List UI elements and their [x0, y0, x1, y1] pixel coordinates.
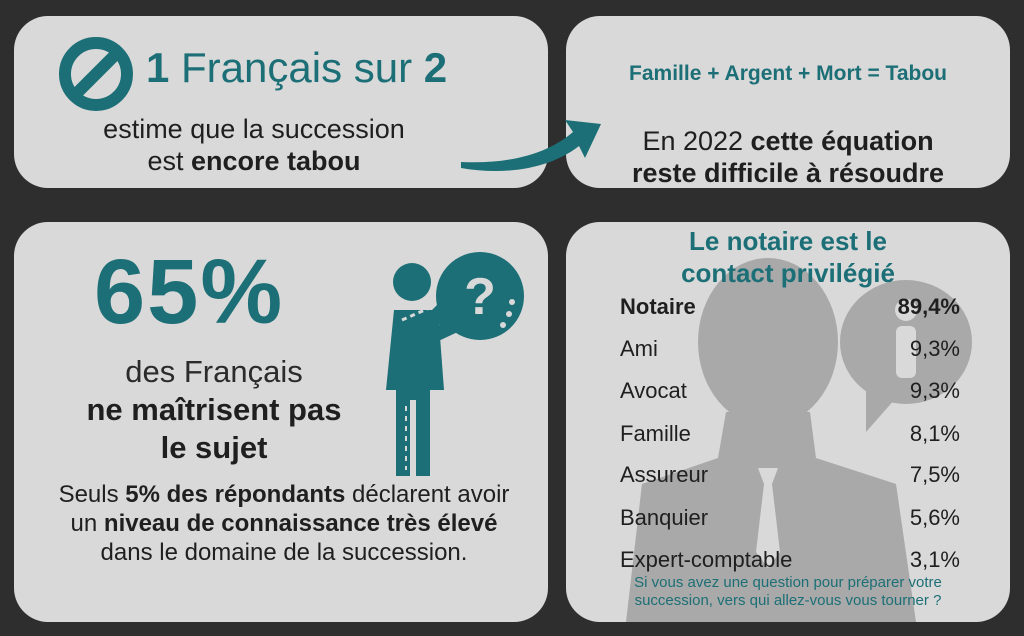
headline-sub-line1: estime que la succession: [103, 114, 405, 144]
ranking-label: Banquier: [620, 505, 709, 530]
ranking-label: Assureur: [620, 462, 709, 487]
equation-text: Famille + Argent + Mort = Tabou: [629, 62, 947, 85]
percent-sub-line2: ne maîtrisent pas: [86, 392, 342, 427]
ranking-title-line2: contact privilégié: [681, 258, 895, 288]
ranking-label: Expert-comptable: [620, 547, 793, 572]
svg-text:?: ?: [464, 268, 496, 326]
ranking-row: Banquier 5,6%: [620, 505, 960, 531]
percent-sub-line3: le sujet: [160, 430, 268, 465]
card-contact-ranking: Le notaire est le contact privilégié Not…: [566, 222, 1010, 622]
equation-line1: En 2022 cette équation: [642, 126, 934, 156]
businessman-info-silhouette-icon: [626, 258, 972, 622]
ranking-value: 9,3%: [909, 336, 960, 361]
ranking-row: Ami 9,3%: [620, 336, 960, 362]
headline: 1 Français sur 2: [146, 44, 448, 91]
ranking-row: Notaire 89,4%: [620, 294, 960, 320]
big-percent: 65%: [94, 241, 285, 343]
ranking-row: Expert-comptable 3,1%: [620, 547, 960, 573]
ranking-value: 89,4%: [897, 294, 960, 319]
ranking-title-line1: Le notaire est le: [689, 226, 887, 256]
ranking-label: Ami: [620, 336, 658, 361]
ranking-value: 3,1%: [909, 547, 960, 572]
person-question-icon: ?: [386, 252, 524, 476]
detail-paragraph: Seuls 5% des répondants déclarent avoir …: [58, 481, 510, 566]
ranking-row: Famille 8,1%: [620, 421, 960, 447]
curved-arrow-icon: [461, 120, 601, 172]
ranking-label: Avocat: [620, 378, 687, 403]
no-entry-icon: [59, 37, 133, 111]
ranking-value: 7,5%: [909, 462, 960, 487]
survey-question: Si vous avez une question pour préparer …: [634, 574, 942, 609]
card-tabou-stat: 1 Français sur 2 estime que la successio…: [14, 16, 548, 188]
card-equation: Famille + Argent + Mort = Tabou En 2022 …: [566, 16, 1010, 188]
ranking-row: Avocat 9,3%: [620, 378, 960, 404]
headline-sub-line2: est encore tabou: [147, 146, 361, 176]
ranking-row: Assureur 7,5%: [620, 462, 960, 488]
ranking-label: Notaire: [620, 294, 696, 319]
ranking-label: Famille: [620, 421, 691, 446]
ranking-value: 9,3%: [909, 378, 960, 403]
equation-line2: reste difficile à résoudre: [631, 158, 945, 188]
ranking-value: 5,6%: [909, 505, 960, 530]
ranking-value: 8,1%: [909, 421, 960, 446]
card-knowledge-stat: 65% des Français ne maîtrisent pas le su…: [14, 222, 548, 622]
percent-sub-line1: des Français: [125, 354, 303, 389]
